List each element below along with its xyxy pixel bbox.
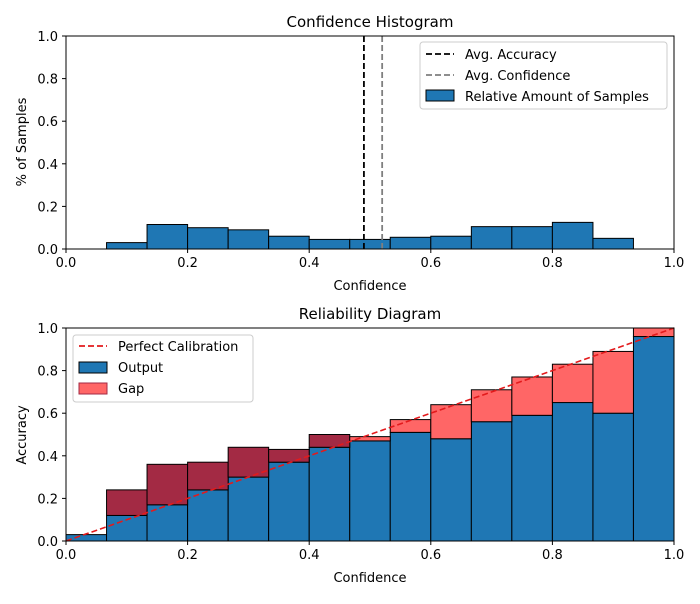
output-bar xyxy=(389,431,432,542)
legend-output-swatch xyxy=(78,361,108,374)
legend-box xyxy=(72,334,254,403)
legend: Perfect Calibration Output Gap xyxy=(72,334,254,403)
output-bar xyxy=(268,461,310,542)
output-bar xyxy=(511,414,553,542)
gap-bar xyxy=(349,436,391,442)
histogram-bar xyxy=(106,242,148,250)
gap-bar xyxy=(551,363,594,404)
legend-accuracy-label: Avg. Accuracy xyxy=(465,48,557,63)
legend-samples-label: Relative Amount of Samples xyxy=(465,90,649,105)
histogram-bar xyxy=(187,227,229,250)
legend-gap-label: Gap xyxy=(118,382,144,397)
histogram-bar xyxy=(511,226,553,250)
output-bar xyxy=(430,438,472,542)
gap-bar xyxy=(592,350,634,414)
legend-gap-swatch xyxy=(78,382,108,395)
plot-frame xyxy=(65,327,675,542)
output-bar xyxy=(592,412,634,542)
gap-bar xyxy=(146,463,189,506)
gap-bar xyxy=(430,404,472,440)
output-bar xyxy=(308,446,351,542)
histogram-bar xyxy=(227,229,270,250)
y-tick-label: 0.6 xyxy=(37,407,58,422)
legend-perfect-label: Perfect Calibration xyxy=(118,340,238,355)
y-tick-label: 0.4 xyxy=(37,158,58,173)
x-tick-label: 0.0 xyxy=(56,256,77,271)
legend-output-label: Output xyxy=(118,361,163,376)
x-tick-label: 0.6 xyxy=(420,256,441,271)
x-tick-label: 1.0 xyxy=(664,548,685,563)
y-tick-label: 0.0 xyxy=(37,243,58,258)
output-bar xyxy=(349,440,391,542)
x-tick-label: 0.0 xyxy=(56,548,77,563)
output-bar xyxy=(227,476,270,542)
x-tick-label: 1.0 xyxy=(664,256,685,271)
histogram-bar xyxy=(430,235,472,250)
output-bar xyxy=(65,534,108,542)
histogram-bar xyxy=(470,226,513,250)
x-tick-label: 0.2 xyxy=(177,548,198,563)
histogram-bar xyxy=(389,236,432,250)
x-tick-label: 0.6 xyxy=(420,548,441,563)
y-tick-label: 0.2 xyxy=(37,492,58,507)
confidence-histogram: Confidence Histogram 0.0 0.2 0.4 0.6 0.8 1.0 … xyxy=(15,13,684,294)
y-tick-label: 0.2 xyxy=(37,200,58,215)
y-axis-label: % of Samples xyxy=(15,97,30,186)
chart-title: Reliability Diagram xyxy=(299,305,441,323)
legend: Avg. Accuracy Avg. Confidence Relative A… xyxy=(419,41,668,110)
y-axis-label: Accuracy xyxy=(15,405,30,465)
y-tick-label: 0.8 xyxy=(37,365,58,380)
gap-bar xyxy=(268,448,310,463)
histogram-bar xyxy=(551,221,594,250)
legend-confidence-label: Avg. Confidence xyxy=(465,69,570,84)
output-bar xyxy=(551,402,594,542)
x-tick-label: 0.4 xyxy=(299,548,320,563)
output-bar xyxy=(187,489,229,542)
gap-bar xyxy=(308,434,351,448)
histogram-bar xyxy=(592,237,634,250)
legend-box xyxy=(419,41,668,110)
histogram-bar xyxy=(349,238,391,250)
x-tick-label: 0.2 xyxy=(177,256,198,271)
histogram-bar xyxy=(146,224,189,250)
reliability-diagram: Reliability Diagram 0.0 0.2 0.4 0.6 0.8 1.0 0… xyxy=(15,305,684,586)
output-bar xyxy=(632,336,675,542)
gap-bar xyxy=(389,419,432,433)
x-tick-label: 0.4 xyxy=(299,256,320,271)
x-tick-label: 0.8 xyxy=(542,548,563,563)
x-tick-label: 0.8 xyxy=(542,256,563,271)
y-tick-label: 1.0 xyxy=(37,30,58,45)
histogram-bar xyxy=(308,238,351,250)
y-tick-label: 1.0 xyxy=(37,322,58,337)
y-tick-label: 0.8 xyxy=(37,73,58,88)
y-tick-label: 0.6 xyxy=(37,115,58,130)
perfect-calibration-line xyxy=(65,327,675,542)
chart-title: Confidence Histogram xyxy=(287,13,454,31)
gap-bar xyxy=(106,489,148,516)
gap-bar xyxy=(470,389,513,423)
histogram-bar xyxy=(268,235,310,250)
y-tick-label: 0.4 xyxy=(37,450,58,465)
y-tick-label: 0.0 xyxy=(37,535,58,550)
legend-samples-swatch xyxy=(425,89,455,102)
plot-frame xyxy=(65,35,675,250)
output-bar xyxy=(470,421,513,542)
x-axis-label: Confidence xyxy=(333,279,406,294)
x-axis-label: Confidence xyxy=(333,571,406,586)
